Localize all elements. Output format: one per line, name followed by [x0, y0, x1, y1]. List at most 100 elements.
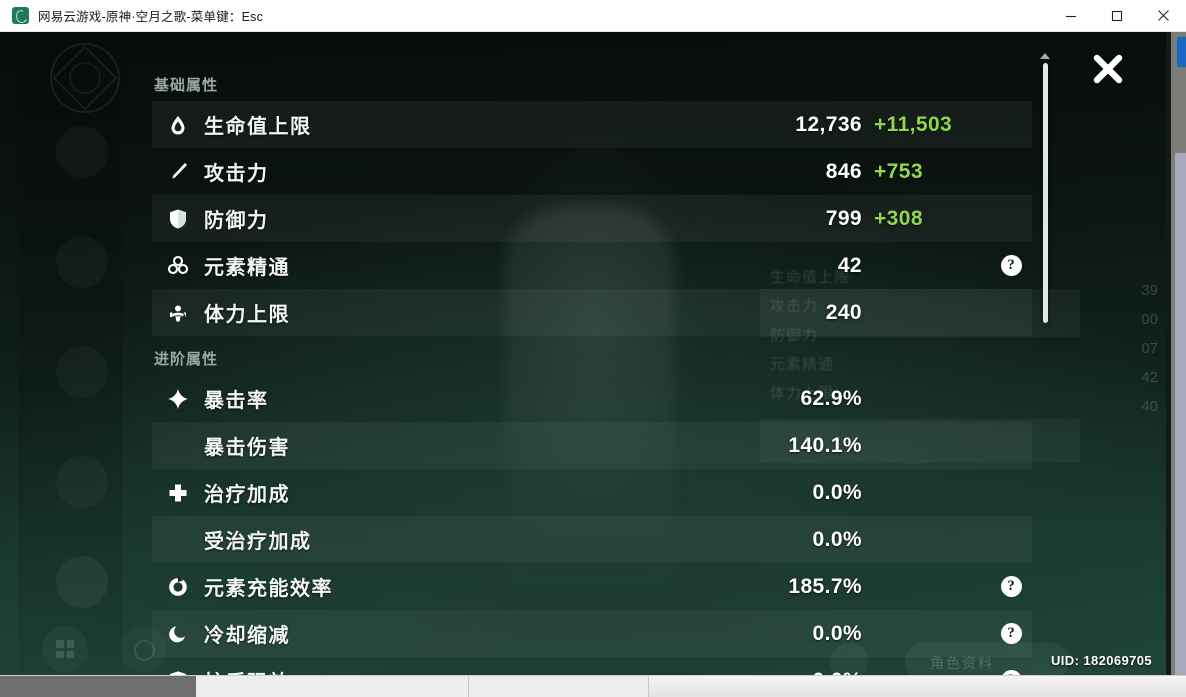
- stat-value: 240: [825, 300, 862, 324]
- healing-bonus-cross-icon: [152, 482, 204, 504]
- menu-grid-button[interactable]: [42, 626, 88, 672]
- ghost-value: 42: [1141, 369, 1158, 386]
- stat-label: 暴击伤害: [204, 437, 290, 459]
- taskbar-tray[interactable]: [649, 676, 1186, 697]
- ghost-value: 00: [1141, 311, 1158, 328]
- stat-bonus: +11,503: [874, 112, 953, 136]
- ghost-value: 40: [1141, 398, 1158, 415]
- stat-label: 护盾强效: [204, 666, 290, 676]
- taskbar-item-1[interactable]: [196, 676, 469, 697]
- party-slot-4[interactable]: [56, 456, 108, 508]
- ghost-value: 39: [1141, 282, 1158, 299]
- stat-help: ?: [990, 302, 1032, 323]
- left-sidebar: [18, 31, 122, 676]
- stat-row-healing-bonus[interactable]: 治疗加成 0.0% ?: [152, 469, 1032, 516]
- close-button[interactable]: [1140, 0, 1186, 31]
- attack-sword-icon: [152, 160, 204, 184]
- ghost-stat-values: 39 00 07 42 40: [1106, 276, 1158, 421]
- uid-label: UID: 182069705: [1051, 653, 1152, 668]
- party-emblem-icon: [50, 43, 120, 113]
- cloud-game-icon: [12, 7, 29, 24]
- scroll-up-arrow-icon[interactable]: [1040, 53, 1050, 59]
- stat-help[interactable]: ?: [990, 623, 1032, 644]
- stat-row-crit-rate[interactable]: 暴击率 62.9% ?: [152, 375, 1032, 422]
- blue-accent-tab[interactable]: [1177, 37, 1186, 67]
- close-icon: [1093, 54, 1123, 84]
- section-title-base: 基础属性: [154, 77, 219, 94]
- stat-label: 受治疗加成: [204, 531, 312, 553]
- stat-value: 140.1%: [788, 433, 862, 457]
- clock-button[interactable]: [120, 626, 166, 672]
- stat-label: 攻击力: [204, 163, 269, 185]
- window-controls: [1048, 0, 1186, 31]
- help-icon[interactable]: ?: [1000, 623, 1022, 644]
- stat-help[interactable]: ?: [990, 255, 1032, 276]
- crit-rate-star-icon: [152, 387, 204, 411]
- stat-value: 0.0%: [813, 669, 862, 677]
- stat-row-elemental-mastery[interactable]: 元素精通 42 ?: [152, 242, 1032, 289]
- stat-value: 0.0%: [812, 480, 862, 504]
- maximize-button[interactable]: [1094, 0, 1140, 31]
- stat-row-stamina[interactable]: 体力上限 240 ?: [152, 289, 1032, 336]
- party-slot-5[interactable]: [56, 556, 108, 608]
- stat-help: ?: [990, 435, 1032, 456]
- party-slot-2[interactable]: [56, 236, 108, 288]
- stat-help: ?: [990, 114, 1032, 135]
- attributes-panel: 基础属性 生命值上限 12,736 +11,503 ? 攻击力 846 +753…: [152, 74, 1032, 676]
- stat-help: ?: [990, 529, 1032, 550]
- stat-label: 生命值上限: [204, 116, 312, 138]
- stat-row-crit-damage[interactable]: 暴击伤害 140.1% ?: [152, 422, 1032, 469]
- stat-help[interactable]: ?: [990, 576, 1032, 597]
- minimize-button[interactable]: [1048, 0, 1094, 31]
- stat-row-cooldown-reduction[interactable]: 冷却缩减 0.0% ?: [152, 610, 1032, 657]
- scrollbar-thumb[interactable]: [1043, 63, 1048, 323]
- help-icon[interactable]: ?: [1000, 670, 1022, 676]
- stat-help: ?: [990, 388, 1032, 409]
- party-slot-3[interactable]: [56, 346, 108, 398]
- taskbar-item-2[interactable]: [469, 676, 649, 697]
- ghost-value: 07: [1141, 340, 1158, 357]
- grid-icon: [56, 640, 74, 658]
- stat-row-defense[interactable]: 防御力 799 +308 ?: [152, 195, 1032, 242]
- party-slot-1[interactable]: [56, 126, 108, 178]
- help-icon[interactable]: ?: [1000, 576, 1022, 597]
- stamina-icon: [152, 301, 204, 325]
- stat-help[interactable]: ?: [990, 670, 1032, 676]
- stat-value: 42: [837, 253, 862, 277]
- stat-row-hp[interactable]: 生命值上限 12,736 +11,503 ?: [152, 101, 1032, 148]
- stat-label: 体力上限: [204, 304, 290, 326]
- hp-droplet-icon: [152, 113, 204, 137]
- stat-value: 12,736: [795, 112, 862, 136]
- window-dark-edge: [1166, 31, 1171, 676]
- stat-row-shield-strength[interactable]: 护盾强效 0.0% ?: [152, 657, 1032, 676]
- window-title: 网易云游戏-原神·空月之歌-菜单键：Esc: [38, 10, 264, 24]
- os-taskbar[interactable]: [0, 675, 1186, 697]
- help-icon[interactable]: ?: [1000, 255, 1022, 276]
- panel-scrollbar[interactable]: [1040, 53, 1050, 353]
- stat-bonus: +753: [874, 159, 923, 183]
- stat-bonus: +308: [874, 206, 923, 230]
- stat-value: 799: [825, 206, 862, 230]
- energy-recharge-ring-icon: [152, 575, 204, 599]
- lavender-panel-edge: [1175, 153, 1186, 676]
- stat-value: 185.7%: [788, 574, 862, 598]
- stat-help: ?: [990, 208, 1032, 229]
- game-viewport: 生命值上限 攻击力 防御力 元素精通 体力上限 39 00 07 42 40 角…: [0, 31, 1166, 676]
- background-window-edge[interactable]: [1166, 31, 1186, 676]
- stat-row-incoming-healing[interactable]: 受治疗加成 0.0% ?: [152, 516, 1032, 563]
- stat-row-attack[interactable]: 攻击力 846 +753 ?: [152, 148, 1032, 195]
- clock-icon: [134, 640, 155, 661]
- stat-label: 防御力: [204, 210, 269, 232]
- elemental-mastery-icon: [152, 253, 204, 279]
- stat-value: 62.9%: [800, 386, 862, 410]
- cooldown-moon-icon: [152, 623, 204, 645]
- stat-value: 846: [825, 159, 862, 183]
- window-titlebar: 网易云游戏-原神·空月之歌-菜单键：Esc: [0, 0, 1186, 32]
- stat-label: 治疗加成: [204, 484, 290, 506]
- stat-label: 元素精通: [204, 257, 290, 279]
- panel-close-button[interactable]: [1088, 49, 1128, 89]
- stat-label: 冷却缩减: [204, 625, 290, 647]
- stat-label: 元素充能效率: [204, 578, 333, 600]
- stat-row-energy-recharge[interactable]: 元素充能效率 185.7% ?: [152, 563, 1032, 610]
- stat-value: 0.0%: [812, 621, 862, 645]
